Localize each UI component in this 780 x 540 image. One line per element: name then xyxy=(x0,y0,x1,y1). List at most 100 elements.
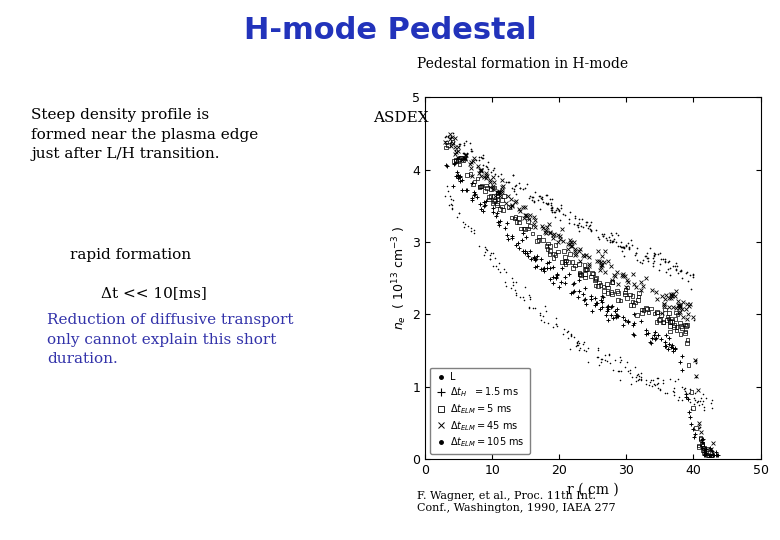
L xyxy=(565,330,577,339)
L xyxy=(680,389,693,397)
$\Delta t_{ELM} = 45$ ms xyxy=(591,256,604,265)
$\Delta t_H = 1.5$ ms xyxy=(601,302,614,310)
$\Delta t_{ELM} = 5$ ms xyxy=(640,304,652,313)
$\Delta t_{ELM} = 105$ ms xyxy=(458,148,470,157)
$\Delta t_H = 1.5$ ms xyxy=(601,307,613,315)
$\Delta t_{ELM} = 105$ ms xyxy=(700,451,712,460)
$\Delta t_H = 1.5$ ms xyxy=(611,310,623,319)
$\Delta t_{ELM} = 105$ ms xyxy=(553,206,566,215)
$\Delta t_{ELM} = 105$ ms xyxy=(481,163,494,172)
$\Delta t_{ELM} = 5$ ms xyxy=(486,199,498,207)
$\Delta t_H = 1.5$ ms xyxy=(490,212,502,221)
$\Delta t_{ELM} = 105$ ms xyxy=(447,129,459,137)
$\Delta t_{ELM} = 105$ ms xyxy=(448,146,461,154)
$\Delta t_{ELM} = 5$ ms xyxy=(585,272,597,281)
$\Delta t_{ELM} = 5$ ms xyxy=(575,271,587,280)
L xyxy=(480,246,493,254)
$\Delta t_{ELM} = 5$ ms xyxy=(593,278,605,287)
$\Delta t_{ELM} = 45$ ms xyxy=(690,372,703,381)
$\Delta t_H = 1.5$ ms xyxy=(473,200,486,208)
$\Delta t_H = 1.5$ ms xyxy=(628,319,640,327)
$\Delta t_{ELM} = 105$ ms xyxy=(607,237,619,245)
$\Delta t_{ELM} = 45$ ms xyxy=(484,183,497,191)
L xyxy=(700,394,713,403)
$\Delta t_{ELM} = 45$ ms xyxy=(458,153,470,162)
$\Delta t_{ELM} = 45$ ms xyxy=(677,313,690,321)
L xyxy=(582,343,594,352)
$\Delta t_{ELM} = 105$ ms xyxy=(470,162,483,171)
$\Delta t_{ELM} = 5$ ms xyxy=(637,306,650,314)
$\Delta t_{ELM} = 45$ ms xyxy=(452,154,464,163)
$\Delta t_H = 1.5$ ms xyxy=(448,160,460,168)
L xyxy=(550,320,562,328)
$\Delta t_{ELM} = 5$ ms xyxy=(484,192,497,200)
$\Delta t_H = 1.5$ ms xyxy=(559,278,572,287)
$\Delta t_{ELM} = 105$ ms xyxy=(626,241,639,249)
$\Delta t_{ELM} = 45$ ms xyxy=(489,192,502,200)
$\Delta t_{ELM} = 105$ ms xyxy=(513,184,526,192)
$\Delta t_{ELM} = 45$ ms xyxy=(573,244,586,253)
$\Delta t_{ELM} = 105$ ms xyxy=(512,179,525,188)
$\Delta t_{ELM} = 105$ ms xyxy=(546,204,558,212)
$\Delta t_{ELM} = 105$ ms xyxy=(699,443,711,451)
$\Delta t_{ELM} = 105$ ms xyxy=(604,236,616,245)
$\Delta t_{ELM} = 105$ ms xyxy=(441,133,454,141)
L xyxy=(635,373,647,382)
L xyxy=(601,356,614,365)
$\Delta t_H = 1.5$ ms xyxy=(682,395,694,403)
$\Delta t_H = 1.5$ ms xyxy=(519,247,531,255)
L xyxy=(453,209,466,218)
L xyxy=(479,242,491,251)
L xyxy=(506,273,519,282)
$\Delta t_{ELM} = 45$ ms xyxy=(622,278,634,286)
$\Delta t_{ELM} = 45$ ms xyxy=(518,214,530,222)
$\Delta t_{ELM} = 45$ ms xyxy=(540,226,552,234)
$\Delta t_{ELM} = 105$ ms xyxy=(629,251,641,260)
$\Delta t_{ELM} = 105$ ms xyxy=(534,194,547,202)
$\Delta t_{ELM} = 105$ ms xyxy=(623,244,636,252)
$\Delta t_{ELM} = 5$ ms xyxy=(537,235,549,244)
$\Delta t_{ELM} = 45$ ms xyxy=(672,301,684,310)
$\Delta t_H = 1.5$ ms xyxy=(568,279,580,288)
$\Delta t_H = 1.5$ ms xyxy=(590,299,602,308)
$\Delta t_H = 1.5$ ms xyxy=(452,174,464,183)
$\Delta t_{ELM} = 105$ ms xyxy=(605,237,618,245)
L xyxy=(591,346,604,354)
$\Delta t_{ELM} = 105$ ms xyxy=(657,254,669,263)
$\Delta t_{ELM} = 105$ ms xyxy=(502,178,515,186)
$\Delta t_{ELM} = 5$ ms xyxy=(670,323,682,332)
$\Delta t_{ELM} = 45$ ms xyxy=(707,439,719,448)
$\Delta t_{ELM} = 5$ ms xyxy=(657,318,669,327)
L xyxy=(704,399,717,408)
$\Delta t_{ELM} = 5$ ms xyxy=(497,206,509,214)
$\Delta t_{ELM} = 5$ ms xyxy=(488,183,500,192)
$\Delta t_{ELM} = 5$ ms xyxy=(653,315,665,324)
$\Delta t_{ELM} = 105$ ms xyxy=(581,218,594,226)
$\Delta t_{ELM} = 105$ ms xyxy=(597,232,609,241)
$\Delta t_{ELM} = 5$ ms xyxy=(452,154,465,163)
$\Delta t_{ELM} = 105$ ms xyxy=(548,208,560,217)
$\Delta t_{ELM} = 105$ ms xyxy=(585,225,597,234)
L xyxy=(445,199,457,208)
$\Delta t_{ELM} = 105$ ms xyxy=(551,205,564,213)
$\Delta t_{ELM} = 105$ ms xyxy=(554,216,566,225)
$\Delta t_{ELM} = 105$ ms xyxy=(590,226,602,235)
$\Delta t_H = 1.5$ ms xyxy=(607,314,619,322)
$\Delta t_{ELM} = 105$ ms xyxy=(638,252,651,260)
$\Delta t_{ELM} = 105$ ms xyxy=(534,192,546,200)
$\Delta t_{ELM} = 105$ ms xyxy=(549,206,562,215)
$\Delta t_H = 1.5$ ms xyxy=(451,168,463,177)
$\Delta t_{ELM} = 105$ ms xyxy=(664,264,676,273)
L xyxy=(672,375,684,383)
$\Delta t_{ELM} = 5$ ms xyxy=(619,291,632,299)
$\Delta t_H = 1.5$ ms xyxy=(493,217,505,225)
$\Delta t_H = 1.5$ ms xyxy=(696,438,708,447)
$\Delta t_{ELM} = 5$ ms xyxy=(548,249,560,258)
$\Delta t_H = 1.5$ ms xyxy=(649,335,661,344)
$\Delta t_{ELM} = 5$ ms xyxy=(446,138,459,146)
$\Delta t_{ELM} = 45$ ms xyxy=(475,172,488,180)
$\Delta t_H = 1.5$ ms xyxy=(567,286,580,295)
$\Delta t_{ELM} = 5$ ms xyxy=(636,309,648,318)
$\Delta t_{ELM} = 5$ ms xyxy=(544,247,556,255)
$\Delta t_{ELM} = 5$ ms xyxy=(502,202,515,211)
